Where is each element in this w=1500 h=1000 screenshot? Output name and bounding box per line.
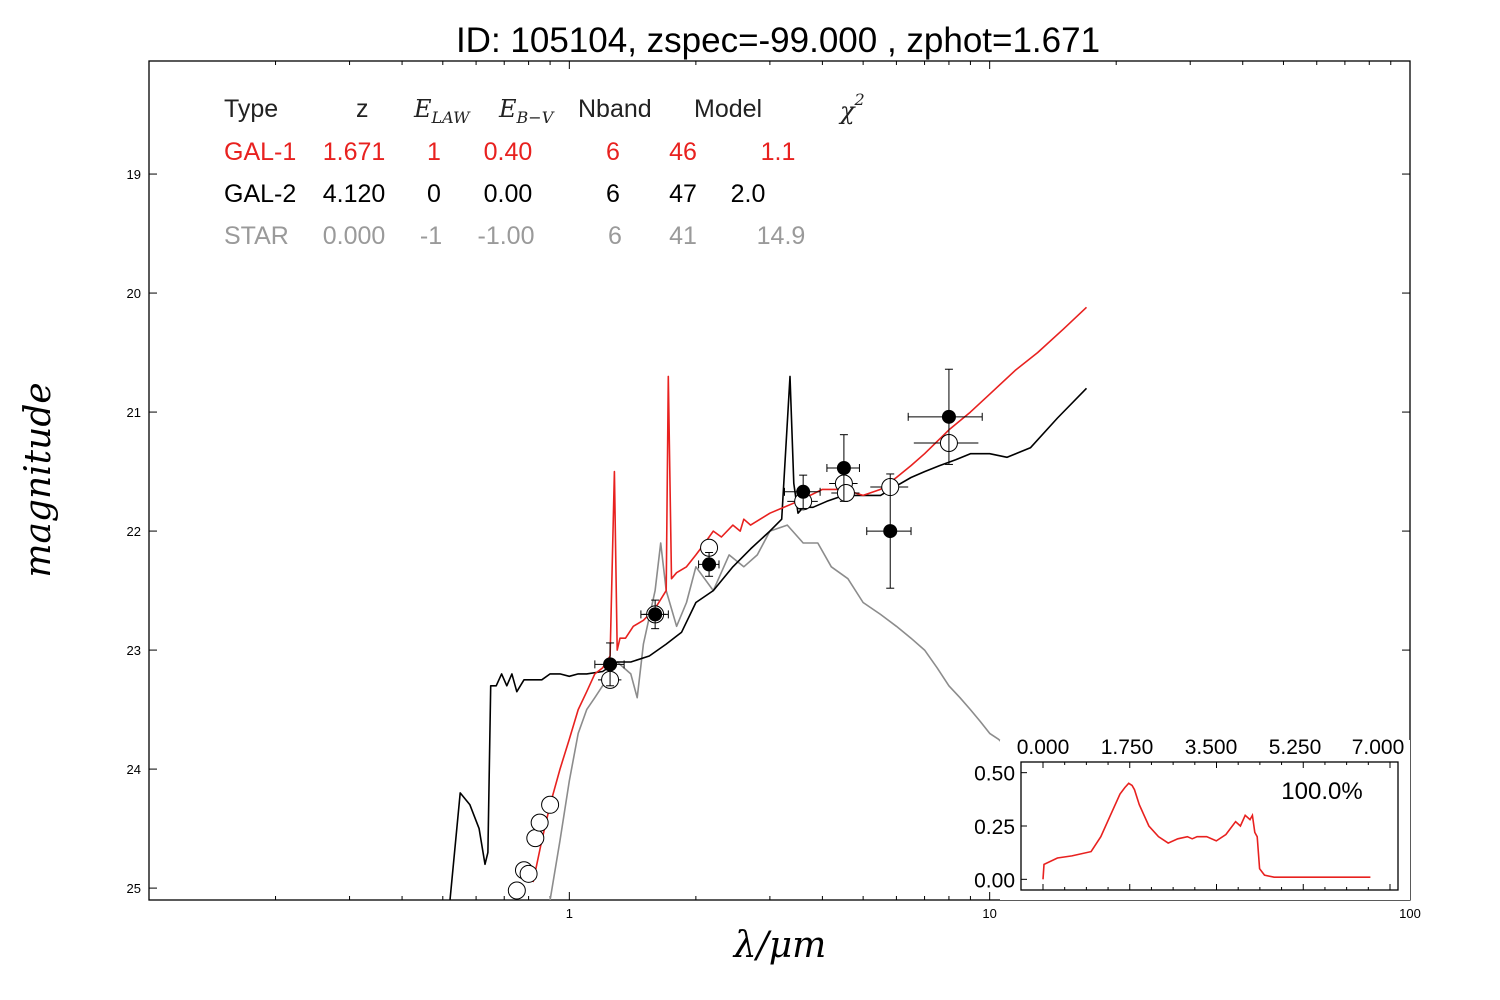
y-tick-label: 20 bbox=[127, 286, 141, 301]
inset-y-tick-label: 0.25 bbox=[974, 816, 1015, 839]
gal1-nband: 6 bbox=[606, 138, 620, 166]
x-axis-label: λ/μm bbox=[732, 925, 826, 966]
inset-x-tick-label: 7.000 bbox=[1352, 736, 1405, 759]
inset-y-tick-label: 0.50 bbox=[974, 763, 1015, 786]
star-model: 41 bbox=[669, 222, 697, 250]
legend-header-chi2-main: χ bbox=[838, 97, 856, 125]
inset-x-tick-label: 1.750 bbox=[1101, 736, 1154, 759]
inset-x-tick-label: 5.250 bbox=[1269, 736, 1322, 759]
gal1-elaw: 1 bbox=[427, 138, 441, 166]
y-tick-label: 21 bbox=[127, 405, 141, 420]
x-tick-label: 10 bbox=[982, 906, 996, 921]
star-nband: 6 bbox=[608, 222, 622, 250]
gal1-model: 46 bbox=[669, 138, 697, 166]
gal2-name: GAL-2 bbox=[224, 180, 296, 208]
gal1-name: GAL-1 bbox=[224, 138, 296, 166]
model-point bbox=[541, 795, 560, 814]
legend-row-gal1: GAL-1 1.671 1 0.40 6 46 1.1 bbox=[224, 138, 795, 166]
model-point bbox=[507, 881, 526, 900]
y-tick-label: 24 bbox=[127, 762, 141, 777]
gal2-model: 47 bbox=[669, 180, 697, 208]
gal2-chi2: 2.0 bbox=[731, 180, 766, 208]
model-point bbox=[530, 813, 549, 832]
legend-row-star: STAR 0.000 -1 -1.00 6 41 14.9 bbox=[224, 222, 805, 250]
legend-header-nband: Nband bbox=[578, 95, 652, 123]
star-name: STAR bbox=[224, 222, 289, 250]
legend-header-elaw-sub: LAW bbox=[431, 108, 472, 127]
legend-header-z: z bbox=[356, 95, 369, 123]
model-point bbox=[519, 864, 538, 883]
y-axis-label: magnitude bbox=[18, 382, 59, 577]
gal1-chi2: 1.1 bbox=[761, 138, 796, 166]
obs-point bbox=[836, 461, 851, 476]
y-tick-label: 19 bbox=[127, 167, 141, 182]
obs-point bbox=[648, 607, 663, 622]
gal2-elaw: 0 bbox=[427, 180, 441, 208]
star-ebv: -1.00 bbox=[478, 222, 535, 250]
inset-x-tick-label: 3.500 bbox=[1185, 736, 1238, 759]
legend-header-elaw-main: E bbox=[413, 95, 432, 123]
legend-table: Type z ELAW EB−V Nband Model χ2 GAL-1 1.… bbox=[224, 90, 865, 250]
y-tick-label: 23 bbox=[127, 643, 141, 658]
obs-point bbox=[796, 484, 811, 499]
legend-header-type: Type bbox=[224, 95, 278, 123]
legend-header-ebv-main: E bbox=[498, 95, 517, 123]
gal1-z: 1.671 bbox=[323, 138, 386, 166]
inset-percent-label: 100.0% bbox=[1281, 778, 1362, 805]
model-point bbox=[836, 483, 855, 502]
obs-point bbox=[603, 657, 618, 672]
y-tick-label: 25 bbox=[127, 881, 141, 896]
main-plot-points bbox=[507, 368, 983, 900]
model-point bbox=[526, 829, 545, 848]
obs-point bbox=[941, 409, 956, 424]
x-tick-label: 100 bbox=[1399, 906, 1421, 921]
legend-header-chi2-sup: 2 bbox=[854, 90, 865, 109]
star-z: 0.000 bbox=[323, 222, 386, 250]
gal2-nband: 6 bbox=[606, 180, 620, 208]
gal2-model-line bbox=[449, 375, 1088, 900]
legend-header-chi2: χ2 bbox=[838, 90, 865, 125]
legend-header-elaw: ELAW bbox=[413, 95, 471, 127]
inset-pdz-line bbox=[1042, 782, 1371, 880]
legend-header-ebv-sub: B−V bbox=[516, 108, 555, 127]
y-tick-label: 22 bbox=[127, 524, 141, 539]
legend-header-model: Model bbox=[694, 95, 762, 123]
x-tick-label: 1 bbox=[566, 906, 573, 921]
legend-header-ebv: EB−V bbox=[498, 95, 555, 127]
chart-title: ID: 105104, zspec=-99.000 , zphot=1.671 bbox=[456, 21, 1100, 60]
gal1-ebv: 0.40 bbox=[484, 138, 533, 166]
inset-plot-frame bbox=[1020, 761, 1399, 891]
inset-x-tick-label: 0.000 bbox=[1017, 736, 1070, 759]
star-elaw: -1 bbox=[420, 222, 442, 250]
obs-point bbox=[883, 524, 898, 539]
star-chi2: 14.9 bbox=[757, 222, 806, 250]
obs-point bbox=[702, 557, 717, 572]
inset-axis-ticks: 0.50 0.25 0.00 0.000 1.750 3.500 5.250 7.000 bbox=[974, 736, 1404, 892]
inset-y-tick-label: 0.00 bbox=[974, 869, 1015, 892]
gal2-z: 4.120 bbox=[323, 180, 386, 208]
gal2-ebv: 0.00 bbox=[484, 180, 533, 208]
legend-row-gal2: GAL-2 4.120 0 0.00 6 47 2.0 bbox=[224, 180, 765, 208]
